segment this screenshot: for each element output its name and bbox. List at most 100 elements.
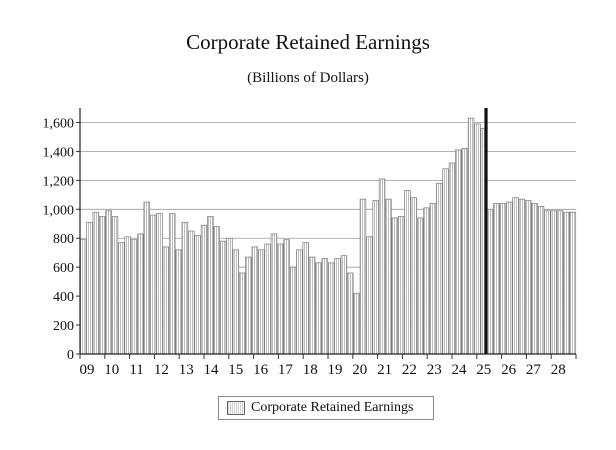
bar [423,207,430,355]
bar [181,221,189,355]
bar [188,230,195,355]
bar [302,242,309,355]
bar [137,233,144,355]
y-tick-label: 1,200 [43,174,75,189]
bar [499,203,507,355]
bar [156,213,163,355]
x-tick-label: 09 [80,362,95,378]
bar [556,210,564,355]
bar [442,168,449,355]
bar [245,256,252,355]
bar [258,249,265,355]
bar [467,117,475,355]
bar [308,256,316,355]
x-tick-label: 11 [129,362,143,378]
x-tick-label: 18 [303,362,318,378]
bar [168,213,176,355]
bar [340,255,348,355]
y-tick-label: 1,000 [43,203,75,218]
x-tick-label: 17 [278,362,294,378]
bar [289,266,297,355]
legend: Corporate Retained Earnings [218,396,434,420]
bar [493,203,500,355]
bar [213,226,220,355]
bar [461,148,468,355]
legend-label: Corporate Retained Earnings [251,400,414,415]
bar [550,210,557,355]
bar [219,240,227,355]
bar [232,249,240,355]
x-tick-label: 16 [253,362,269,378]
bar [264,243,271,355]
x-tick-label: 21 [377,362,392,378]
bar [531,203,538,355]
bar [569,211,577,355]
bar [79,239,87,355]
bar [207,216,214,355]
bar [99,216,106,355]
x-tick-label: 14 [204,362,220,378]
bar [105,210,112,355]
bar [391,217,398,355]
bar [525,200,532,355]
bar [270,233,278,355]
bar [315,262,322,355]
y-tick-label: 0 [67,348,74,363]
bar [404,190,411,355]
y-tick-label: 1,400 [43,145,75,160]
bar [321,258,329,355]
bar [455,149,462,355]
bar [149,214,157,355]
bar [397,216,405,355]
bar [448,162,456,355]
bar [162,246,170,355]
bar [378,178,386,355]
bar [353,292,360,355]
x-tick-label: 13 [179,362,194,378]
x-tick-label: 23 [427,362,442,378]
bar [474,123,481,355]
bar [544,210,551,355]
bar [506,201,513,355]
bars [79,117,577,355]
x-tick-label: 20 [352,362,367,378]
x-tick-label: 25 [476,362,491,378]
bar [486,208,494,355]
bar [410,197,418,355]
bar [118,242,125,355]
bar [385,198,392,355]
bar [251,246,259,355]
y-tick-label: 200 [53,319,74,334]
y-tick-label: 600 [53,261,74,276]
bar [296,249,303,355]
bar [130,239,138,355]
bar [92,211,100,355]
chart-title: Corporate Retained Earnings [186,30,430,54]
bar [512,197,519,355]
legend-swatch [227,401,245,415]
y-tick-label: 800 [53,232,74,247]
bar [226,237,233,355]
bar [366,236,373,355]
bar [518,198,526,355]
bar [372,200,379,355]
x-tick-label: 12 [154,362,169,378]
bar [194,234,201,355]
x-tick-label: 28 [551,362,566,378]
bar [277,243,284,355]
bar [347,272,354,355]
bar [334,258,341,355]
y-tick-label: 400 [53,290,74,305]
bar [359,198,367,355]
axes [76,108,577,359]
bar [327,262,335,355]
bar [86,221,93,355]
bar [283,239,290,355]
bar [143,201,150,355]
bar [175,249,182,355]
y-tick-label: 1,600 [43,116,75,131]
x-tick-label: 10 [104,362,119,378]
bar [429,203,437,355]
tick-labels: 0 200 400 600 800 1,000 1,200 1,400 1,600 09 10 11 1… [43,116,566,378]
